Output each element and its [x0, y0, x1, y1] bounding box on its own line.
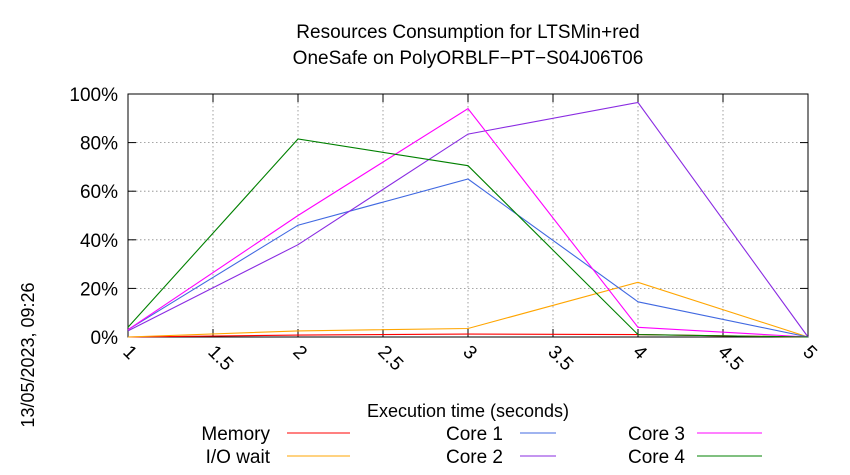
x-tick-label: 2.5 [373, 342, 407, 376]
side-timestamp: 13/05/2023, 09:26 [18, 282, 38, 427]
legend-label-i-o-wait: I/O wait [206, 447, 271, 468]
y-tick-label: 100% [69, 85, 118, 106]
legend-label-core-1: Core 1 [446, 424, 503, 445]
legend-label-core-2: Core 2 [446, 447, 503, 468]
y-tick-label: 60% [80, 182, 118, 203]
x-tick-label: 5 [798, 342, 820, 364]
legend-label-core-4: Core 4 [628, 447, 685, 468]
x-tick-label: 4.5 [713, 342, 747, 376]
chart-title: Resources Consumption for LTSMin+red [296, 22, 639, 43]
y-axis-ticks: 0% 20% 40% 60% 80% 100% [69, 85, 808, 349]
x-axis-label: Execution time (seconds) [367, 401, 569, 421]
series-line-core-1 [127, 178, 809, 338]
grid [128, 94, 808, 337]
series-line-i-o-wait [127, 281, 809, 338]
x-tick-label: 4 [628, 342, 651, 365]
series-lines [127, 101, 809, 338]
chart-subtitle: OneSafe on PolyORBLF−PT−S04J06T06 [293, 48, 644, 69]
series-line-core-2 [127, 101, 809, 338]
x-tick-label: 1 [118, 342, 140, 364]
series-line-core-3 [127, 107, 809, 338]
series-line-core-4 [127, 138, 809, 338]
x-tick-label: 3 [458, 342, 480, 364]
y-tick-label: 80% [80, 134, 118, 155]
y-tick-label: 0% [91, 328, 119, 349]
legend-label-core-3: Core 3 [628, 424, 685, 445]
x-tick-label: 2 [288, 342, 310, 364]
legend-label-memory: Memory [201, 424, 270, 445]
y-tick-label: 40% [80, 231, 118, 252]
x-tick-label: 1.5 [203, 342, 237, 376]
x-tick-label: 3.5 [543, 342, 577, 376]
y-tick-label: 20% [80, 279, 118, 300]
